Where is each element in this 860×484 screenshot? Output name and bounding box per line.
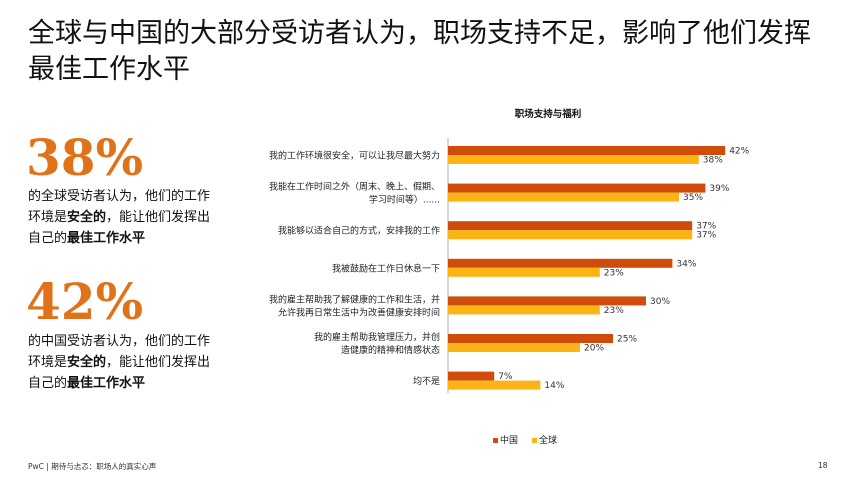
category-label: 我能够以适合自己的方式，安排我的工作 xyxy=(278,225,440,237)
data-label: 7% xyxy=(498,372,513,382)
stat-china-note: 的中国受访者认为，他们的工作环境是安全的，能让他们发挥出自己的最佳工作水平 xyxy=(28,334,211,391)
legend-label: 中国 xyxy=(500,434,518,446)
legend-swatch-china xyxy=(493,438,498,443)
data-label: 14% xyxy=(544,381,564,391)
data-label: 35% xyxy=(683,193,703,203)
data-label: 20% xyxy=(584,344,604,354)
bar-global xyxy=(448,155,699,164)
bar-china xyxy=(448,334,613,343)
category-label: 我的雇主帮助我管理压力，并创 xyxy=(314,331,440,343)
category-label: 均不是 xyxy=(413,375,440,387)
page-number: 18 xyxy=(818,461,828,470)
data-label: 39% xyxy=(709,184,729,194)
data-label: 42% xyxy=(729,147,749,157)
category-label: 我的雇主帮助我了解健康的工作和生活，并 xyxy=(269,293,440,305)
category-label: 造健康的精神和情感状态 xyxy=(341,344,440,356)
data-label: 37% xyxy=(696,222,716,232)
stat-global-note: 的全球受访者认为，他们的工作环境是安全的，能让他们发挥出自己的最佳工作水平 xyxy=(28,189,211,246)
bar-global xyxy=(448,230,693,240)
bar-china xyxy=(448,146,726,155)
data-label: 37% xyxy=(696,231,716,241)
bar-global xyxy=(448,267,600,277)
page-title: 全球与中国的大部分受访者认为，职场支持不足，影响了他们发挥最佳工作水平 xyxy=(28,18,811,85)
data-label: 30% xyxy=(650,297,670,307)
data-label: 23% xyxy=(604,306,624,316)
bar-china xyxy=(448,183,706,193)
data-label: 38% xyxy=(703,156,723,166)
legend-swatch-global xyxy=(532,438,537,443)
bar-china xyxy=(448,371,495,381)
category-label: 我能在工作时间之外（周末、晚上、假期、 xyxy=(269,181,440,193)
data-label: 23% xyxy=(604,268,624,278)
stat-china-value: 42% xyxy=(26,272,144,331)
bar-china xyxy=(448,296,646,306)
stat-global-value: 38% xyxy=(26,128,144,187)
legend-label: 全球 xyxy=(539,434,557,446)
category-label: 允许我再日常生活中为改善健康安排时间 xyxy=(278,306,440,318)
data-label: 25% xyxy=(617,335,637,345)
data-label: 34% xyxy=(676,259,696,269)
bar-china xyxy=(448,221,693,231)
bar-global xyxy=(448,192,679,202)
category-label: 学习时间等）...... xyxy=(369,194,440,206)
category-label: 我的工作环境很安全，可以让我尽最大努力 xyxy=(269,150,440,162)
bar-china xyxy=(448,258,673,268)
category-label: 我被鼓励在工作日休息一下 xyxy=(332,262,440,274)
bar-global xyxy=(448,305,600,315)
footer-text: PwC | 期待与忐忑：职场人的真实心声 xyxy=(28,462,157,471)
bar-global xyxy=(448,343,580,352)
chart-title: 职场支持与福利 xyxy=(515,108,582,120)
bar-global xyxy=(448,380,541,390)
